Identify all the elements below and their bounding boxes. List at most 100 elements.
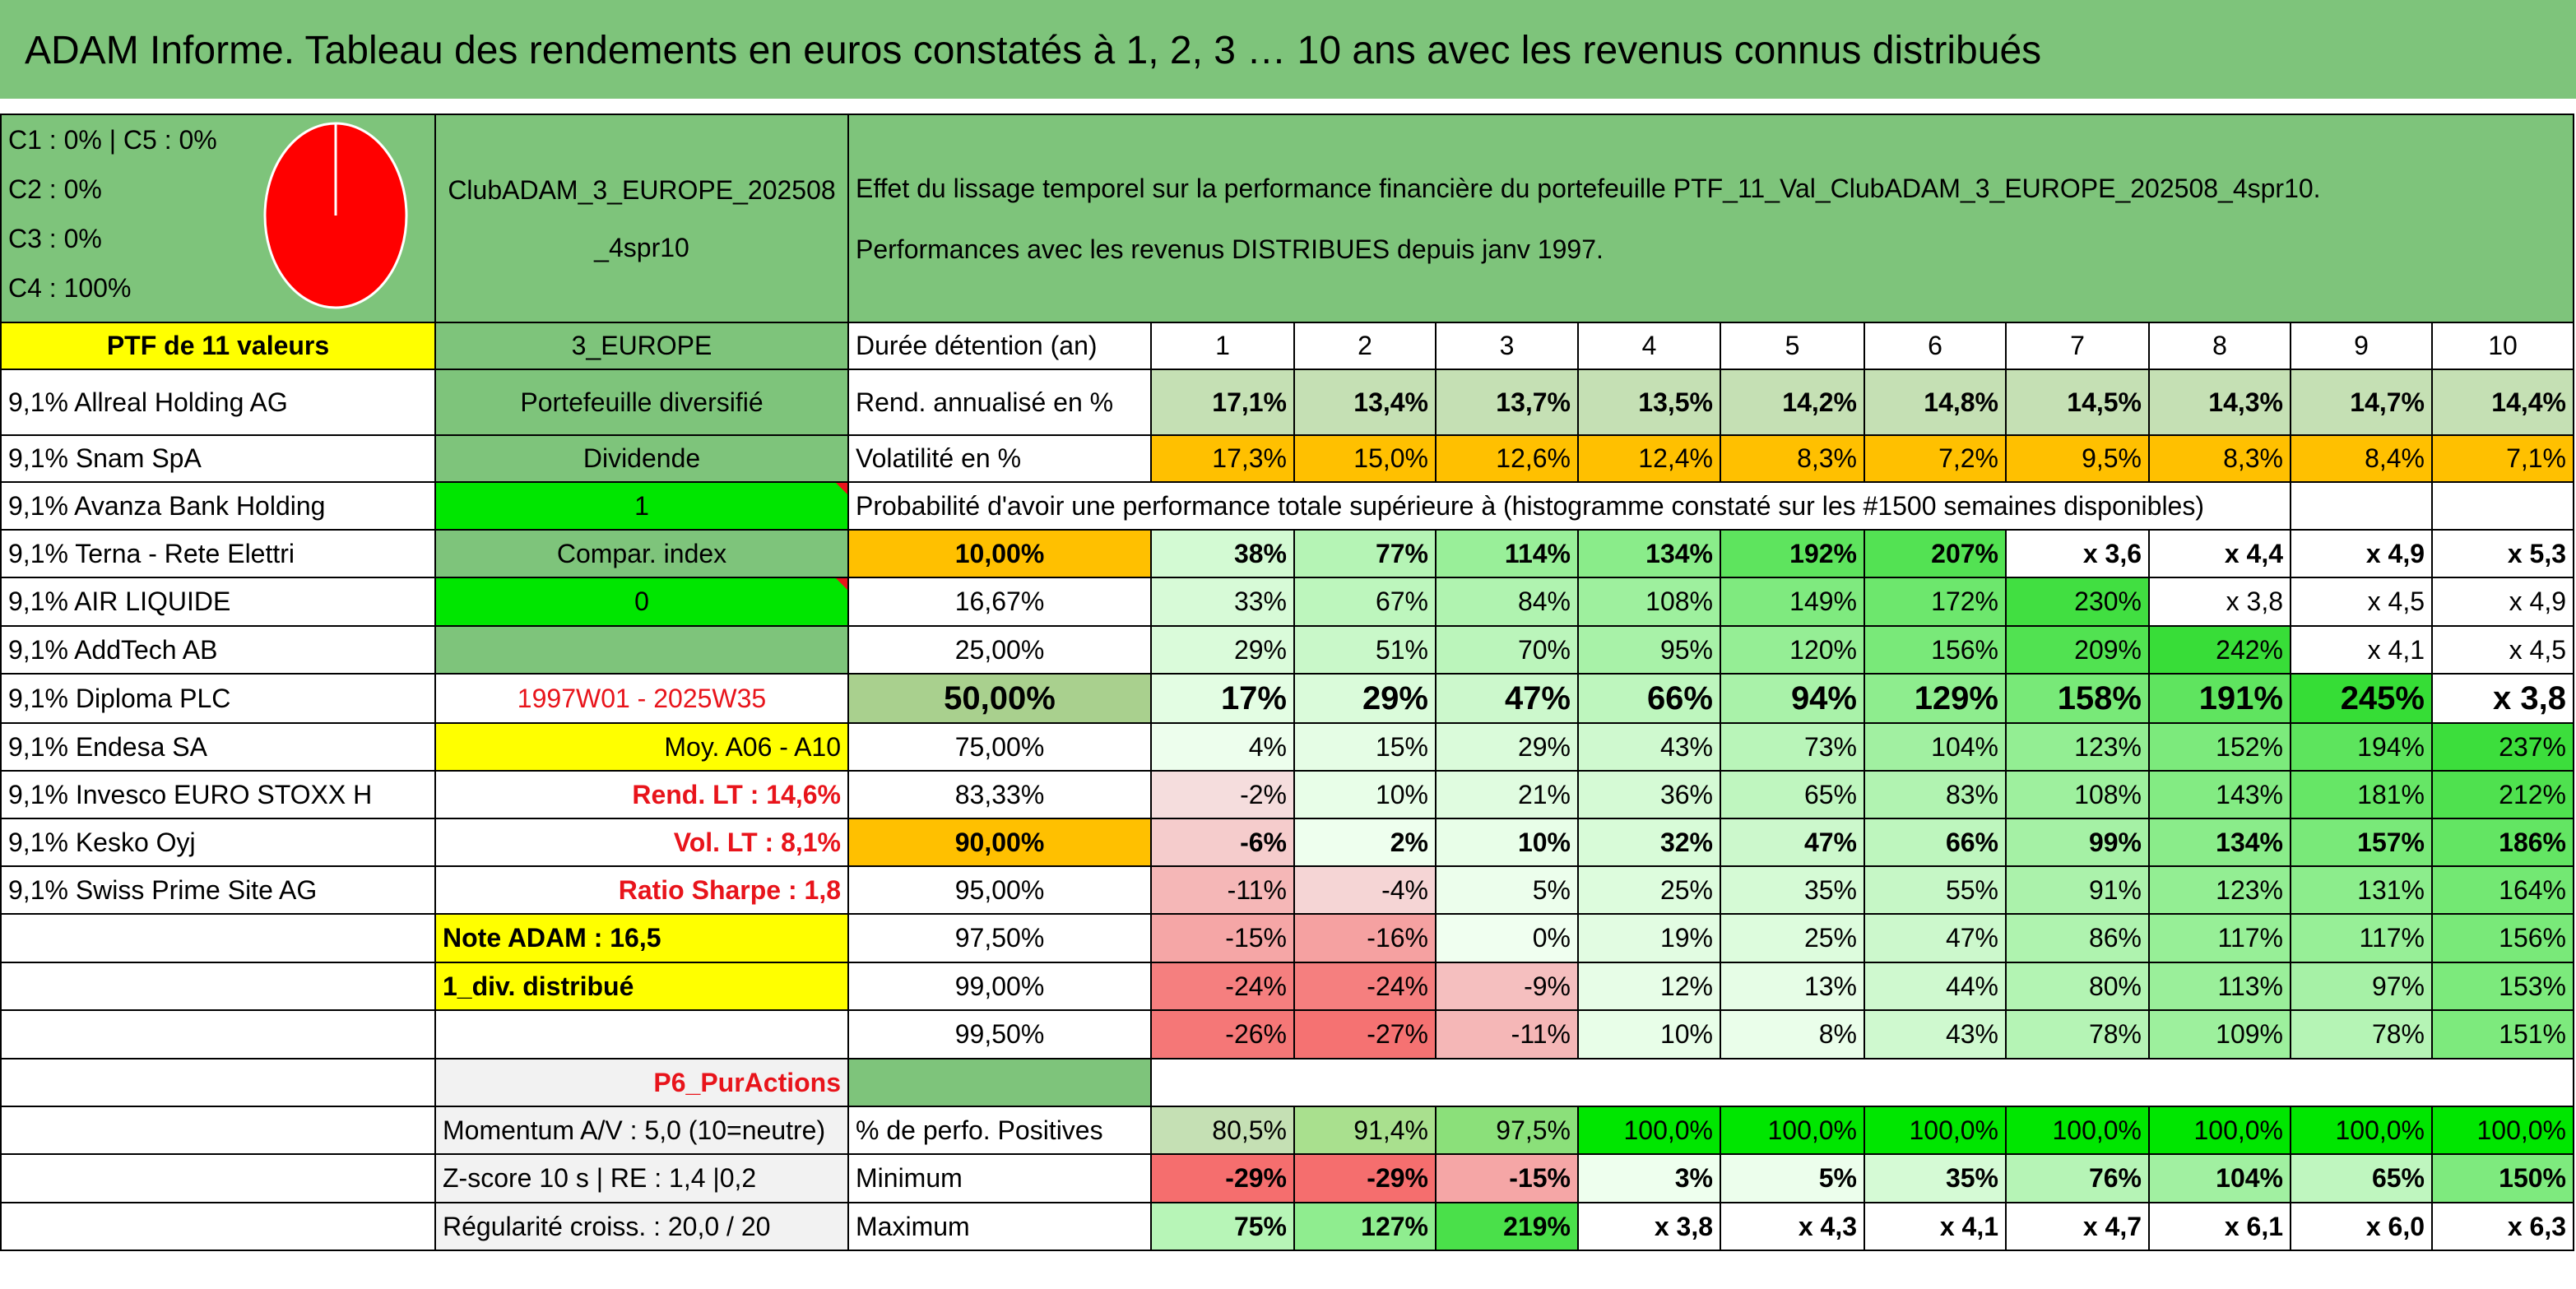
proba-value: 51% xyxy=(1293,625,1437,675)
empty-cell xyxy=(0,1106,436,1155)
proba-value: x 4,4 xyxy=(2148,529,2291,578)
proba-value: 123% xyxy=(2005,722,2150,772)
positives-value: 100,0% xyxy=(2431,1106,2574,1155)
year-header: 5 xyxy=(1720,322,1865,370)
sharpe-ratio: Ratio Sharpe : 1,8 xyxy=(434,865,849,915)
proba-value: 8% xyxy=(1720,1009,1865,1059)
empty-cell xyxy=(0,913,436,963)
table-row: 9,1% Snam SpA Dividende Volatilité en % 17,… xyxy=(0,434,2574,483)
proba-value: 192% xyxy=(1720,529,1865,578)
maximum-value: 75% xyxy=(1150,1202,1295,1251)
proba-value: 29% xyxy=(1150,625,1295,675)
positives-value: 100,0% xyxy=(1720,1106,1865,1155)
proba-value: x 4,9 xyxy=(2431,577,2574,627)
proba-value: 21% xyxy=(1435,770,1579,819)
proba-value: -11% xyxy=(1150,865,1295,915)
proba-value: 242% xyxy=(2148,625,2291,675)
holding-name: 9,1% Allreal Holding AG xyxy=(0,369,436,436)
table-row: 99,50% -26% -27% -11% 10% 8% 43% 78% 109% 78% 151% xyxy=(0,1009,2574,1059)
maximum-value: x 6,0 xyxy=(2290,1202,2433,1251)
proba-value: 237% xyxy=(2431,722,2574,772)
minimum-label: Minimum xyxy=(847,1153,1152,1203)
table-row: 9,1% Terna - Rete Elettri Compar. index 10… xyxy=(0,529,2574,578)
proba-value: -15% xyxy=(1150,913,1295,963)
proba-threshold: 90,00% xyxy=(847,818,1152,867)
moy-label: Moy. A06 - A10 xyxy=(434,722,849,772)
proba-value: 97% xyxy=(2290,962,2433,1011)
positives-value: 97,5% xyxy=(1435,1106,1579,1155)
vol-value: 15,0% xyxy=(1293,434,1437,483)
proba-value: 10% xyxy=(1577,1009,1721,1059)
proba-value: x 4,5 xyxy=(2431,625,2574,675)
proba-value: 120% xyxy=(1720,625,1865,675)
year-header: 4 xyxy=(1577,322,1721,370)
proba-value: 70% xyxy=(1435,625,1579,675)
positives-value: 100,0% xyxy=(2005,1106,2150,1155)
rend-value: 14,8% xyxy=(1864,369,2007,436)
proba-value: -2% xyxy=(1150,770,1295,819)
proba-value: 149% xyxy=(1720,577,1865,627)
proba-value: 5% xyxy=(1435,865,1579,915)
proba-value: 43% xyxy=(1864,1009,2007,1059)
table-row: Z-score 10 s | RE : 1,4 |0,2 Minimum -29% -… xyxy=(0,1153,2574,1203)
proba-value: 83% xyxy=(1864,770,2007,819)
proba-value: -27% xyxy=(1293,1009,1437,1059)
proba-value: 33% xyxy=(1150,577,1295,627)
vol-lt: Vol. LT : 8,1% xyxy=(434,818,849,867)
holding-name: 9,1% Snam SpA xyxy=(0,434,436,483)
holding-name: 9,1% Terna - Rete Elettri xyxy=(0,529,436,578)
rend-value: 14,3% xyxy=(2148,369,2291,436)
maximum-value: x 6,3 xyxy=(2431,1202,2574,1251)
proba-threshold: 10,00% xyxy=(847,529,1152,578)
proba-value: 207% xyxy=(1864,529,2007,578)
holding-name: 9,1% Endesa SA xyxy=(0,722,436,772)
proba-value: 117% xyxy=(2148,913,2291,963)
proba-value: 36% xyxy=(1577,770,1721,819)
proba-value: x 4,5 xyxy=(2290,577,2433,627)
proba-value: 151% xyxy=(2431,1009,2574,1059)
compar-index-value[interactable]: 0 xyxy=(434,577,849,627)
table-row: 9,1% Kesko Oyj Vol. LT : 8,1% 90,00% -6% 2% 1… xyxy=(0,818,2574,867)
table-row: 9,1% AIR LIQUIDE 0 16,67% 33% 67% 84% 108% 149%… xyxy=(0,577,2574,627)
proba-value: 108% xyxy=(1577,577,1721,627)
ptf-label: PTF de 11 valeurs xyxy=(0,322,436,370)
vol-value: 8,4% xyxy=(2290,434,2433,483)
proba-threshold: 99,00% xyxy=(847,962,1152,1011)
proba-value: -6% xyxy=(1150,818,1295,867)
proba-threshold: 16,67% xyxy=(847,577,1152,627)
maximum-value: 219% xyxy=(1435,1202,1579,1251)
vol-value: 9,5% xyxy=(2005,434,2150,483)
empty-cell xyxy=(2290,481,2433,531)
positives-value: 80,5% xyxy=(1150,1106,1295,1155)
minimum-value: 104% xyxy=(2148,1153,2291,1203)
table-row: P6_PurActions xyxy=(0,1058,2574,1107)
proba-value: 91% xyxy=(2005,865,2150,915)
proba-value: 108% xyxy=(2005,770,2150,819)
proba-value: 164% xyxy=(2431,865,2574,915)
proba-value: 73% xyxy=(1720,722,1865,772)
year-header: 1 xyxy=(1150,322,1295,370)
vol-value: 8,3% xyxy=(1720,434,1865,483)
proba-value: -11% xyxy=(1435,1009,1579,1059)
allocation-item: C1 : 0% | C5 : 0% xyxy=(8,125,217,155)
rend-lt: Rend. LT : 14,6% xyxy=(434,770,849,819)
empty-cell xyxy=(0,1058,436,1107)
minimum-value: 65% xyxy=(2290,1153,2433,1203)
allocation-pie-chart xyxy=(263,122,408,309)
table-row: 9,1% Avanza Bank Holding 1 Probabilité d'a… xyxy=(0,481,2574,531)
positives-value: 100,0% xyxy=(2148,1106,2291,1155)
dividend-value[interactable]: 1 xyxy=(434,481,849,531)
proba-value: x 3,8 xyxy=(2148,577,2291,627)
year-header: 8 xyxy=(2148,322,2291,370)
proba-value: 245% xyxy=(2290,673,2433,724)
proba-value: 78% xyxy=(2290,1009,2433,1059)
proba-value: x 3,8 xyxy=(2431,673,2574,724)
rend-value: 17,1% xyxy=(1150,369,1295,436)
proba-value: 172% xyxy=(1864,577,2007,627)
proba-value: 66% xyxy=(1864,818,2007,867)
momentum: Momentum A/V : 5,0 (10=neutre) xyxy=(434,1106,849,1155)
div-distributed: 1_div. distribué xyxy=(434,962,849,1011)
minimum-value: 150% xyxy=(2431,1153,2574,1203)
empty-cell xyxy=(2431,481,2574,531)
proba-value: 209% xyxy=(2005,625,2150,675)
